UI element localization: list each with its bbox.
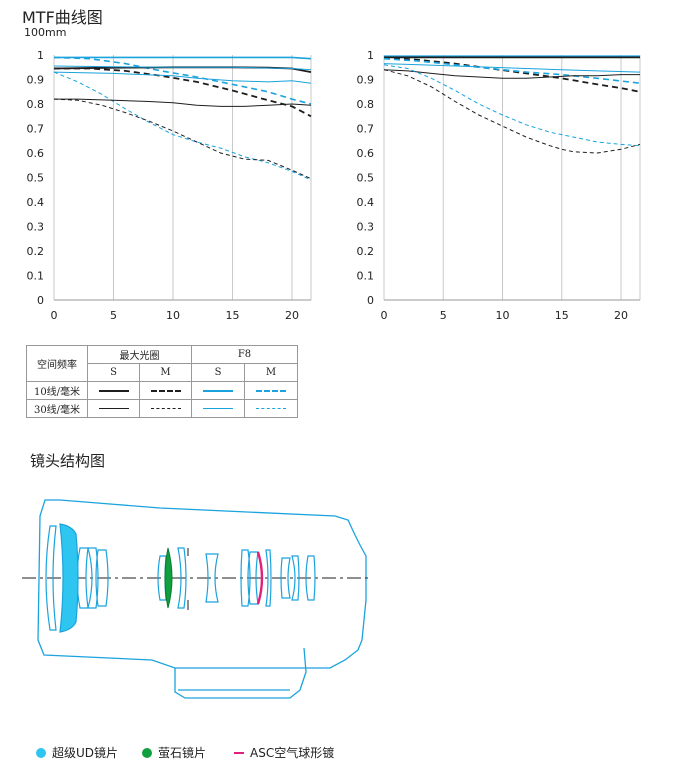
asc-coated-element — [256, 551, 264, 605]
legend-fluorite-label: 萤石镜片 — [158, 746, 207, 760]
series-line-f8-30-s — [383, 63, 641, 73]
x-tick-label: 0 — [381, 309, 388, 322]
legend-swatch-wide-30-m — [139, 399, 192, 418]
legend-row-30: 30线/毫米 — [26, 399, 88, 418]
x-tick-label: 10 — [496, 309, 510, 322]
mtf-chart-right: 00.10.20.30.40.50.60.70.80.910 5 10 15 20 — [357, 49, 641, 322]
y-tick-label: 0.8 — [27, 98, 45, 111]
y-tick-label: 1 — [37, 49, 44, 62]
legend-swatch-f8-30-m — [244, 399, 298, 418]
mtf-chart-left-svg: 00.10.20.30.40.50.60.70.80.910 5 10 15 20 — [27, 49, 312, 322]
asc-dash-icon — [234, 751, 244, 754]
optical-axis — [22, 548, 372, 610]
y-tick-label: 0.1 — [27, 270, 45, 283]
lens-barrel-outline — [37, 499, 367, 699]
legend-fluorite: 萤石镜片 — [142, 744, 206, 761]
super-ud-element — [59, 523, 79, 633]
x-tick-label: 20 — [614, 309, 628, 322]
x-tick-label: 20 — [285, 309, 299, 322]
y-tick-label: 0.6 — [27, 147, 45, 160]
legend-asc-label: ASC空气球形镀 — [250, 746, 335, 760]
legend-swatch-f8-10-m — [244, 381, 298, 400]
y-tick-label: 0.4 — [27, 196, 45, 209]
legend-super-ud-label: 超级UD镜片 — [52, 746, 119, 760]
focal-length-label: 100mm — [24, 26, 67, 39]
series-line-wide-30-s — [54, 98, 312, 107]
legend-sub-wide-m: M — [139, 363, 192, 382]
mtf-legend-table: 空间频率 最大光圈 F8 S M S M 10线/毫米 30线/毫米 — [26, 345, 298, 418]
legend-header-frequency: 空间频率 — [26, 345, 88, 382]
y-tick-label: 0.8 — [357, 98, 375, 111]
mtf-chart-left: 00.10.20.30.40.50.60.70.80.910 5 10 15 20 — [27, 49, 312, 322]
legend-super-ud: 超级UD镜片 — [36, 744, 118, 761]
y-tick-label: 0.1 — [357, 270, 375, 283]
series-line-f8-30-s-b — [53, 71, 312, 84]
y-tick-label: 0.7 — [357, 123, 375, 136]
legend-swatch-f8-30-s — [191, 399, 245, 418]
y-tick-label: 0 — [367, 294, 374, 307]
legend-swatch-wide-30-s — [87, 399, 140, 418]
series-line-f8-10-m — [383, 57, 641, 84]
lens-structure-diagram — [22, 499, 372, 699]
x-tick-label: 15 — [225, 309, 239, 322]
y-tick-label: 0.4 — [357, 196, 375, 209]
y-tick-label: 0.2 — [27, 245, 45, 258]
legend-header-wide-open: 最大光圈 — [87, 345, 192, 364]
y-tick-label: 0.9 — [357, 74, 375, 87]
lens-structure-title: 镜头结构图 — [30, 452, 106, 470]
legend-sub-wide-s: S — [87, 363, 140, 382]
x-tick-label: 15 — [555, 309, 569, 322]
y-tick-label: 0.7 — [27, 123, 45, 136]
mtf-chart-right-svg: 00.10.20.30.40.50.60.70.80.910 5 10 15 20 — [357, 49, 641, 322]
legend-swatch-f8-10-s — [191, 381, 245, 400]
super-ud-dot-icon — [36, 747, 46, 758]
series-line-f8-30-m — [383, 64, 641, 147]
series-line-f8-30-s — [53, 65, 312, 71]
y-tick-label: 1 — [367, 49, 374, 62]
y-tick-label: 0.3 — [27, 221, 45, 234]
legend-sub-f8-m: M — [244, 363, 298, 382]
series-line-f8-10-s — [54, 56, 312, 60]
y-tick-label: 0.9 — [27, 74, 45, 87]
series-line-f8-30-m — [53, 71, 312, 181]
page-title: MTF曲线图 — [22, 8, 103, 27]
legend-sub-f8-s: S — [191, 363, 245, 382]
x-tick-label: 0 — [51, 309, 58, 322]
y-tick-label: 0.6 — [357, 147, 375, 160]
legend-header-f8: F8 — [191, 345, 298, 364]
series-line-wide-10-m — [383, 56, 641, 93]
y-tick-label: 0.5 — [357, 172, 375, 185]
legend-asc: ASC空气球形镀 — [234, 744, 334, 761]
y-tick-label: 0.3 — [357, 221, 375, 234]
x-tick-label: 5 — [110, 309, 117, 322]
y-tick-label: 0.5 — [27, 172, 45, 185]
series-line-f8-10-m — [53, 56, 312, 105]
series-line-wide-30-m — [383, 69, 641, 154]
legend-swatch-wide-10-m — [139, 381, 192, 400]
y-tick-label: 0 — [37, 294, 44, 307]
fluorite-dot-icon — [142, 747, 152, 758]
x-tick-label: 10 — [166, 309, 180, 322]
x-tick-label: 5 — [440, 309, 447, 322]
y-tick-label: 0.2 — [357, 245, 375, 258]
series-line-wide-30-s — [383, 69, 640, 79]
legend-row-10: 10线/毫米 — [26, 381, 88, 400]
series-line-wide-30-m — [53, 98, 312, 180]
legend-swatch-wide-10-s — [87, 381, 140, 400]
fluorite-element — [164, 547, 173, 609]
